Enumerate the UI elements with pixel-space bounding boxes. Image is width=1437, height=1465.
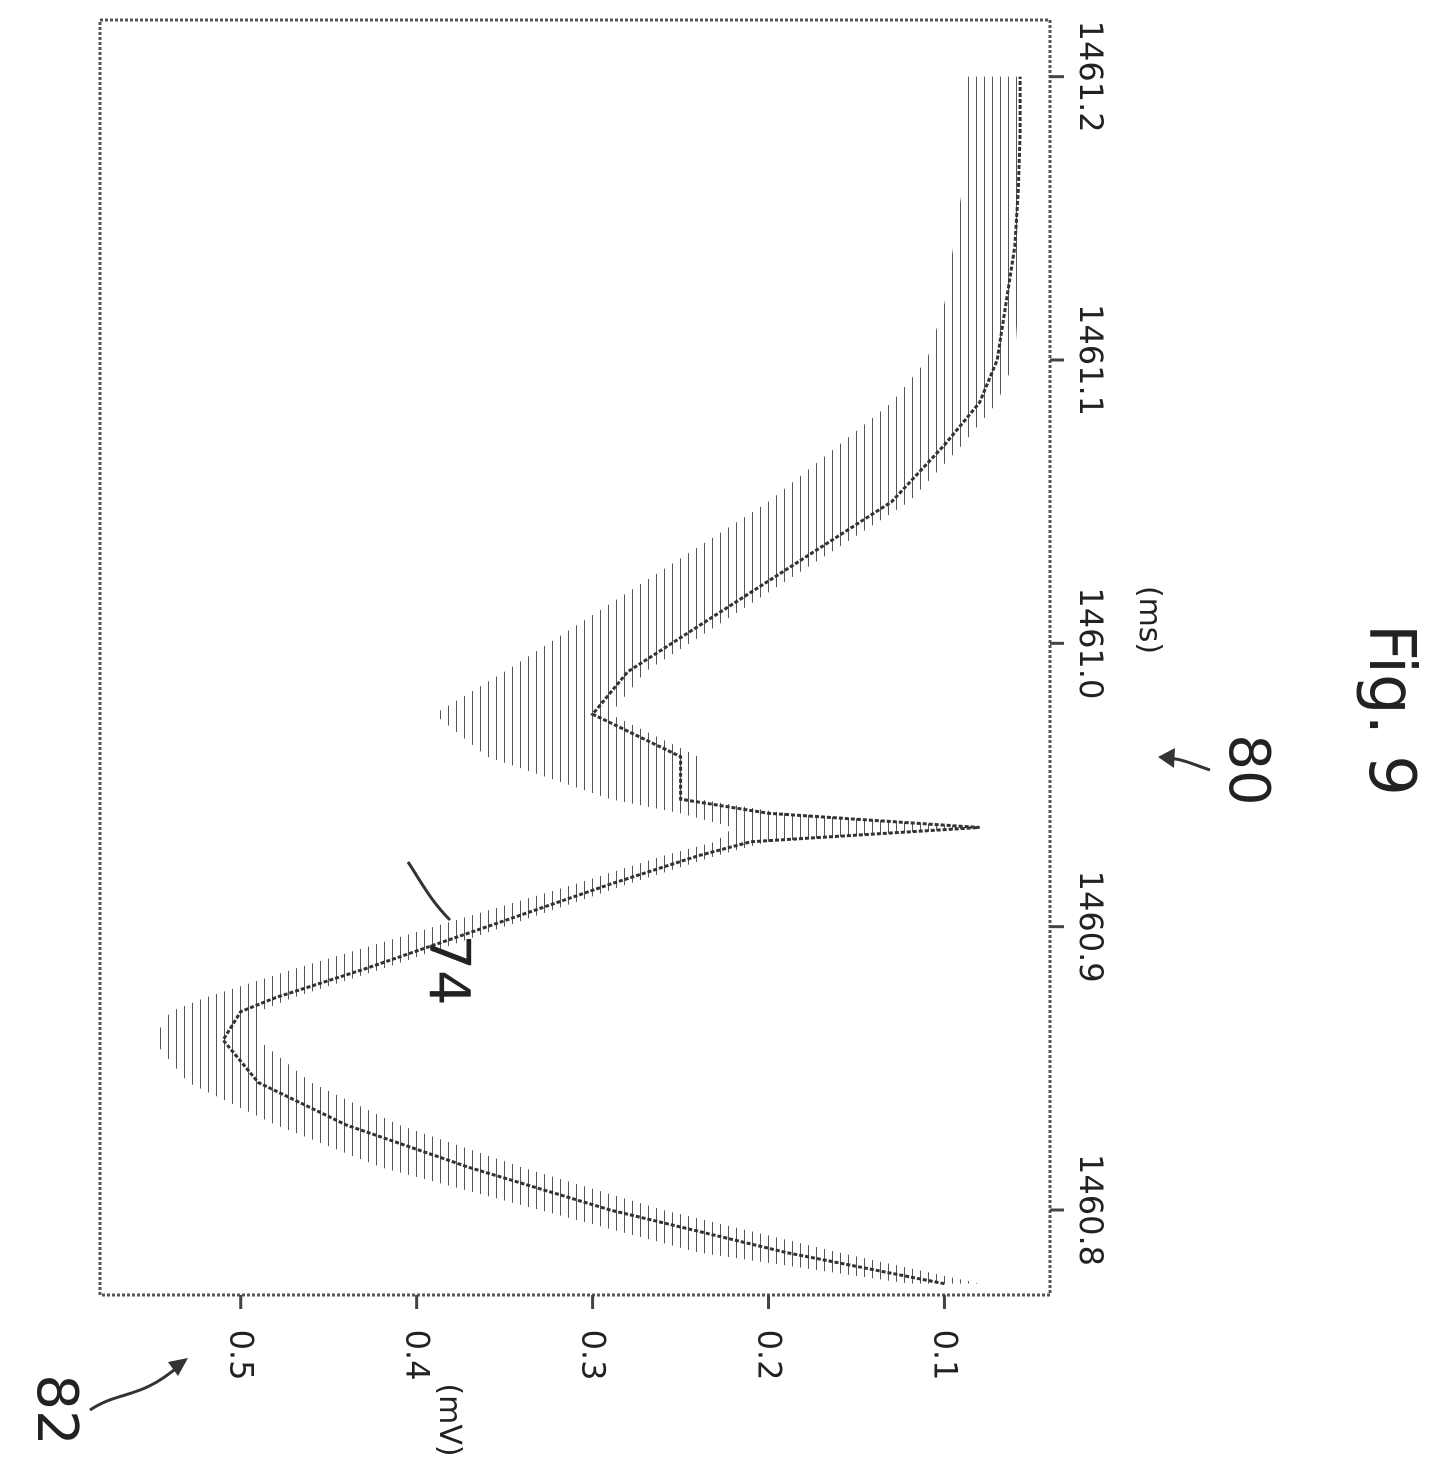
reference-82-arrowhead [168, 1358, 188, 1376]
reference-74-leader [406, 861, 452, 922]
y-tick-label: 0.2 [751, 1330, 789, 1381]
reference-80-label: 80 [1216, 734, 1281, 805]
x-tick-label: 1461.1 [1072, 304, 1110, 416]
reference-80: 80 [1158, 734, 1281, 806]
plot-frame [98, 18, 1052, 1297]
x-tick-label: 1460.9 [1072, 871, 1110, 983]
reference-74-label: 74 [416, 934, 481, 1005]
y-tick-label: 0.1 [926, 1330, 964, 1381]
x-tick-label: 1461.0 [1072, 587, 1110, 699]
reference-74: 74 [406, 861, 481, 1006]
y-axis-ticks: 0.1 0.2 0.3 0.4 0.5 [223, 1295, 964, 1381]
y-tick-label: 0.3 [575, 1330, 613, 1381]
y-tick-label: 0.5 [223, 1330, 261, 1381]
y-axis-label: (mV) [432, 1383, 467, 1456]
x-tick-label: 1461.2 [1072, 21, 1110, 133]
y-tick-label: 0.4 [399, 1330, 437, 1381]
band-area [152, 76, 1024, 1284]
uncertainty-band [152, 76, 1024, 1284]
reference-82: 82 [24, 1358, 188, 1446]
signal-line [221, 76, 1022, 1286]
x-axis-ticks: 1460.8 1460.9 1461.0 1461.1 1461.2 [1050, 21, 1110, 1266]
reference-82-arrow [89, 1363, 181, 1412]
reference-80-arrowhead [1158, 748, 1175, 768]
x-tick-label: 1460.8 [1072, 1154, 1110, 1266]
reference-80-arrow [1169, 756, 1211, 772]
signal-trace [221, 76, 1022, 1286]
reference-82-label: 82 [24, 1374, 89, 1445]
x-axis-label: (ms) [1132, 586, 1167, 654]
figure-caption: Fig. 9 [1354, 624, 1428, 796]
